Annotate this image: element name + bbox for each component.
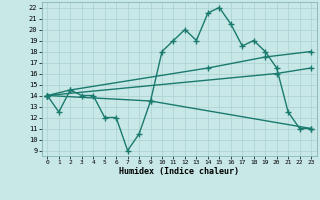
- X-axis label: Humidex (Indice chaleur): Humidex (Indice chaleur): [119, 167, 239, 176]
